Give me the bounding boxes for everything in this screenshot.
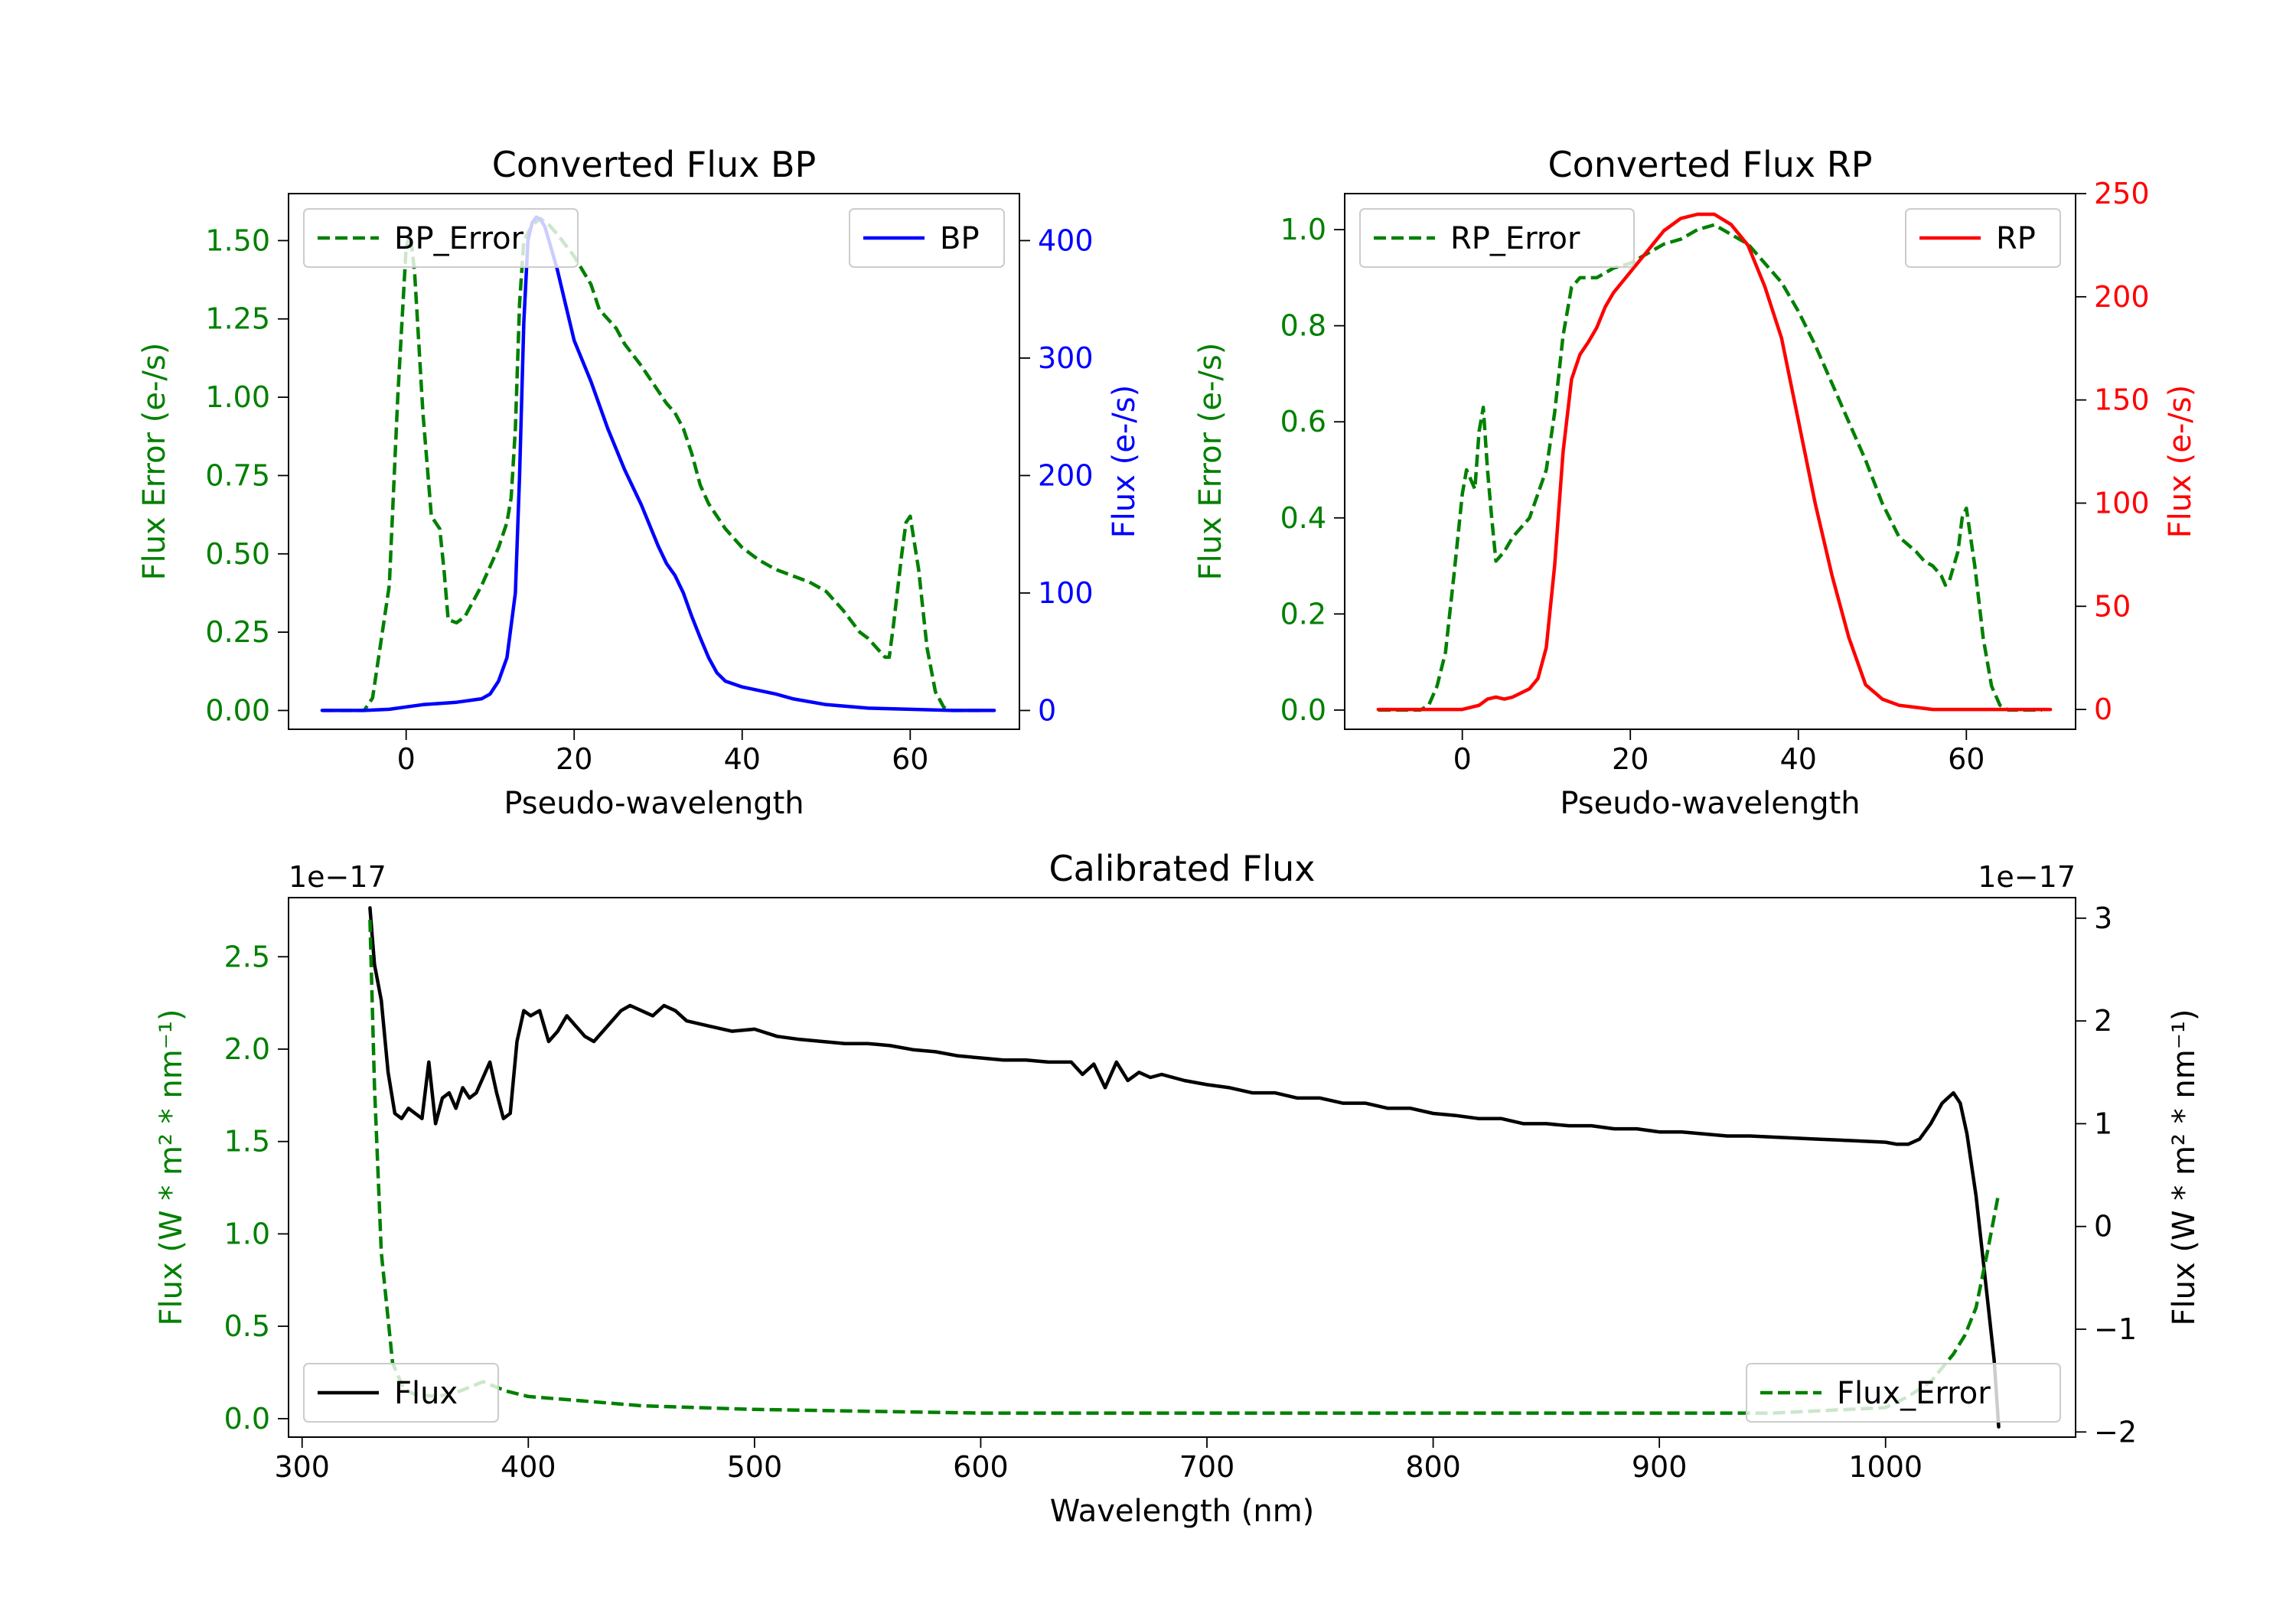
bp-left-tick-label: 1.50 — [205, 223, 270, 257]
bp-series-bp-line — [320, 215, 996, 712]
rp-right-tick-label: 200 — [2094, 280, 2150, 314]
rp-x-axis-label: Pseudo-wavelength — [1560, 786, 1860, 821]
bp-x-tick-label: 0 — [397, 742, 416, 776]
rp-left-axis-label: Flux Error (e-/s) — [1193, 343, 1228, 581]
rp-right-tick-label: 0 — [2094, 693, 2112, 726]
rp-left-tick-label: 0.4 — [1280, 501, 1326, 535]
rp-right-tick-label: 100 — [2094, 486, 2150, 520]
bp-right-tick-label: 300 — [1038, 341, 1094, 375]
bp-legend-bp: BP — [849, 208, 1005, 268]
rp-x-tick-label: 40 — [1780, 742, 1817, 776]
legend-box — [303, 208, 579, 268]
bp-right-tick-label: 100 — [1038, 576, 1094, 610]
cal-left-tick-label: 2.0 — [224, 1032, 270, 1066]
cal-x-tick-label: 500 — [727, 1450, 783, 1484]
cal-left-tick-label: 1.5 — [224, 1125, 270, 1159]
legend-label: BP — [940, 221, 980, 256]
cal-x-tick-label: 900 — [1632, 1450, 1688, 1484]
bp-x-tick-label: 60 — [892, 742, 928, 776]
rp-left-tick-label: 0.0 — [1280, 693, 1326, 727]
legend-box — [849, 208, 1005, 268]
cal-right-tick-label: 3 — [2094, 901, 2112, 935]
rp-left-tick-label: 0.6 — [1280, 405, 1326, 438]
bp-plot-frame — [288, 193, 1020, 730]
legend-label: Flux_Error — [1837, 1376, 1991, 1411]
cal-x-tick-label: 1000 — [1848, 1450, 1923, 1484]
rp-right-tick-label: 150 — [2094, 383, 2150, 417]
cal-x-axis-label: Wavelength (nm) — [1050, 1494, 1315, 1529]
bp-title: Converted Flux BP — [492, 144, 817, 185]
cal-right-tick-label: 1 — [2094, 1107, 2112, 1140]
legend-box — [1746, 1363, 2061, 1423]
bp-left-tick-label: 0.75 — [205, 458, 270, 492]
rp-left-tick-label: 0.8 — [1280, 309, 1326, 343]
rp-legend-rp: RP — [1905, 208, 2061, 268]
rp-series-rp-error-line — [1378, 223, 2043, 712]
bp-right-tick-label: 0 — [1038, 693, 1056, 727]
bp-series-bp-error-line — [321, 217, 987, 712]
bp-x-tick-label: 40 — [724, 742, 761, 776]
bp-chart: Converted Flux BP 0 20 40 60 Pseudo-wavelengt… — [137, 144, 1142, 821]
rp-right-tick-label: 50 — [2094, 589, 2131, 623]
rp-legend-rp-error: RP_Error — [1359, 208, 1635, 268]
cal-right-offset-text: 1e−17 — [1978, 860, 2076, 894]
cal-left-axis-label: Flux (W * m² * nm⁻¹) — [154, 1009, 189, 1326]
bp-left-tick-label: 0.00 — [205, 693, 270, 727]
cal-left-offset-text: 1e−17 — [289, 860, 386, 894]
rp-title: Converted Flux RP — [1548, 144, 1873, 185]
cal-x-tick-label: 700 — [1179, 1450, 1235, 1484]
legend-box — [303, 1363, 499, 1423]
legend-label: RP_Error — [1450, 221, 1580, 256]
cal-left-tick-label: 1.0 — [224, 1217, 270, 1250]
cal-right-tick-label: −1 — [2094, 1312, 2137, 1346]
cal-x-tick-label: 800 — [1405, 1450, 1461, 1484]
rp-chart: Converted Flux RP 0 20 40 60 Pseudo-wavelengt… — [1193, 144, 2198, 821]
rp-x-tick-label: 60 — [1948, 742, 1985, 776]
rp-left-tick-label: 0.2 — [1280, 597, 1326, 631]
rp-x-tick-label: 20 — [1612, 742, 1649, 776]
bp-left-axis-label: Flux Error (e-/s) — [137, 343, 172, 581]
legend-label: Flux — [394, 1376, 458, 1411]
cal-title: Calibrated Flux — [1049, 848, 1316, 889]
cal-left-tick-label: 2.5 — [224, 940, 270, 973]
cal-x-tick-label: 400 — [501, 1450, 556, 1484]
bp-left-tick-label: 0.25 — [205, 615, 270, 649]
legend-label: BP_Error — [394, 221, 524, 256]
cal-left-tick-label: 0.0 — [224, 1402, 270, 1436]
rp-right-axis-label: Flux (e-/s) — [2163, 385, 2198, 538]
bp-legend-bp-error: BP_Error — [303, 208, 579, 268]
bp-right-tick-label: 400 — [1038, 223, 1094, 257]
legend-label: RP — [1996, 221, 2036, 256]
rp-x-tick-label: 0 — [1453, 742, 1472, 776]
bp-left-tick-label: 1.00 — [205, 380, 270, 414]
bp-x-axis-label: Pseudo-wavelength — [504, 786, 804, 821]
bp-left-tick-label: 0.50 — [205, 537, 270, 571]
cal-chart: Calibrated Flux 300 400 500 600 700 800 900 1000… — [154, 848, 2202, 1529]
bp-right-tick-label: 200 — [1038, 458, 1094, 492]
cal-series-flux-error-line — [368, 919, 2001, 1415]
bp-x-tick-label: 20 — [556, 742, 592, 776]
cal-legend-flux-error: Flux_Error — [1746, 1363, 2061, 1423]
bp-left-tick-label: 1.25 — [205, 302, 270, 336]
cal-left-tick-label: 0.5 — [224, 1309, 270, 1343]
bp-right-axis-label: Flux (e-/s) — [1107, 385, 1142, 538]
rp-left-tick-label: 1.0 — [1280, 213, 1326, 246]
rp-series-rp-line — [1376, 212, 2053, 712]
cal-x-tick-label: 300 — [274, 1450, 330, 1484]
cal-right-tick-label: 0 — [2094, 1210, 2112, 1244]
cal-right-tick-label: −2 — [2094, 1415, 2137, 1449]
cal-right-axis-label: Flux (W * m² * nm⁻¹) — [2167, 1009, 2202, 1326]
cal-plot-frame — [288, 897, 2076, 1438]
cal-right-tick-label: 2 — [2094, 1004, 2112, 1038]
legend-box — [1359, 208, 1635, 268]
rp-right-tick-label: 250 — [2094, 177, 2150, 210]
cal-legend-flux: Flux — [303, 1363, 499, 1423]
cal-series-flux-line — [368, 906, 2001, 1429]
legend-box — [1905, 208, 2061, 268]
cal-x-tick-label: 600 — [953, 1450, 1009, 1484]
rp-plot-frame — [1344, 193, 2076, 730]
